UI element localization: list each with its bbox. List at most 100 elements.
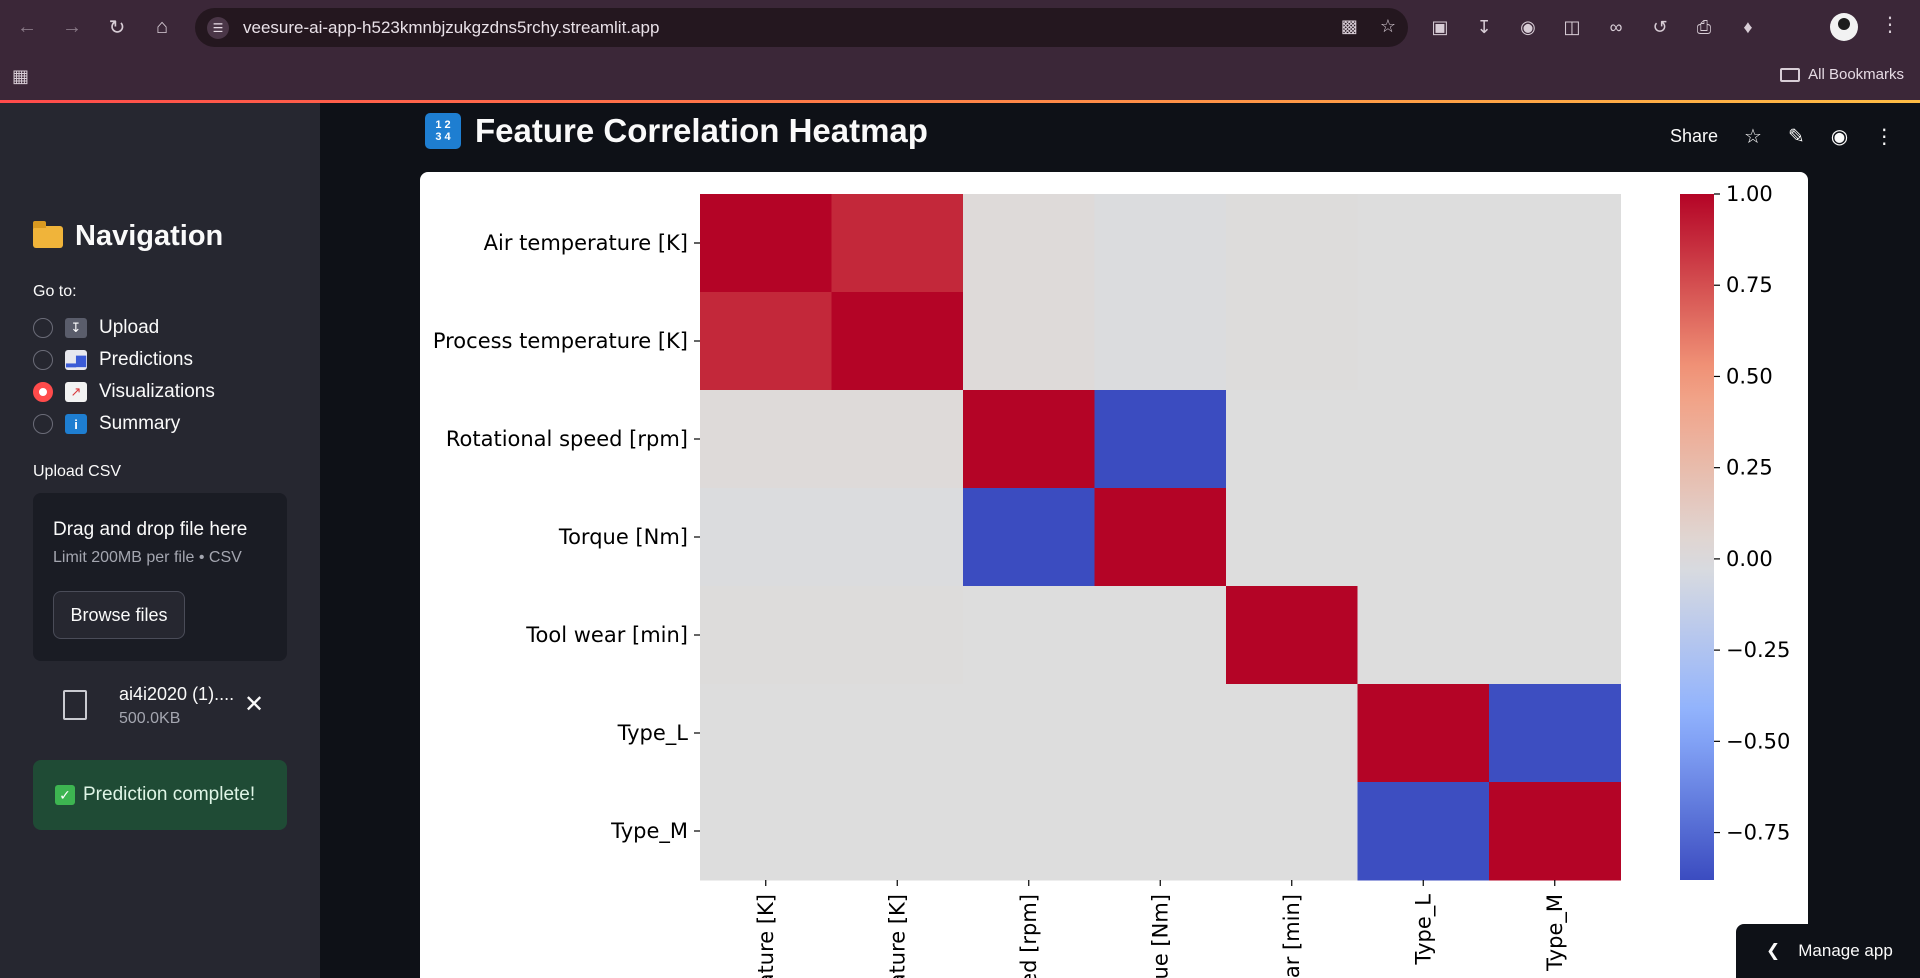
- radio-circle[interactable]: [33, 318, 53, 338]
- colorbar-tick-label: 0.00: [1726, 547, 1773, 571]
- heatmap-cell: [963, 684, 1095, 783]
- open-folder-icon: [33, 220, 63, 248]
- heatmap-cell: [1489, 390, 1621, 489]
- heatmap-cell: [700, 390, 832, 489]
- file-name: ai4i2020 (1)....: [119, 684, 235, 704]
- heatmap-cell: [1094, 586, 1227, 685]
- history-icon[interactable]: ↺: [1652, 16, 1668, 37]
- goto-label: Go to:: [33, 283, 77, 300]
- chart-increasing-icon: ↗: [65, 382, 87, 402]
- colorbar-tick-label: 0.25: [1726, 456, 1773, 480]
- site-info-icon[interactable]: ☰: [207, 16, 229, 39]
- browse-files-button[interactable]: Browse files: [53, 591, 185, 639]
- screenshot-icon[interactable]: ◉: [1520, 16, 1536, 37]
- browser-chrome: ← → ↻ ⌂ ☰ veesure-ai-app-h523kmnbjzukgzd…: [0, 0, 1920, 102]
- extensions-icon[interactable]: ▣: [1431, 16, 1449, 37]
- x-tick-label: ature [K]: [885, 894, 909, 978]
- sidebar-title: Navigation: [33, 220, 223, 253]
- radio-circle-selected[interactable]: [33, 382, 53, 402]
- heatmap-cell: [963, 390, 1095, 489]
- url-text[interactable]: veesure-ai-app-h523kmnbjzukgzdns5rchy.st…: [243, 17, 660, 37]
- heatmap-cell: [1226, 292, 1358, 391]
- heatmap-chart: Air temperature [K] Process temperature […: [433, 182, 1791, 978]
- avatar[interactable]: [1830, 13, 1858, 41]
- home-icon[interactable]: ⌂: [155, 15, 169, 38]
- inbox-tray-icon: ↧: [65, 318, 87, 338]
- reload-icon[interactable]: ↻: [108, 16, 126, 39]
- dropzone-subtitle: Limit 200MB per file • CSV: [53, 549, 242, 566]
- success-text: Prediction complete!: [83, 784, 256, 805]
- heatmap-cell: [700, 684, 832, 783]
- heatmap-cell: [700, 782, 832, 881]
- all-bookmarks-label: All Bookmarks: [1808, 66, 1904, 83]
- heatmap-cell: [700, 586, 832, 685]
- heatmap-cell: [1226, 684, 1358, 783]
- file-dropzone[interactable]: Drag and drop file here Limit 200MB per …: [33, 493, 287, 661]
- sidebar-title-text: Navigation: [75, 220, 224, 252]
- heatmap-cell: [831, 586, 964, 685]
- reading-mode-icon[interactable]: ◫: [1563, 16, 1581, 37]
- radio-option-summary[interactable]: i Summary: [33, 413, 180, 435]
- sidebar: Navigation Go to: ↧ Upload ▂▆ Prediction…: [0, 103, 320, 978]
- uploaded-file: ai4i2020 (1).... 500.0KB ✕: [33, 678, 287, 734]
- information-icon: i: [65, 414, 87, 434]
- forward-icon[interactable]: →: [62, 15, 82, 38]
- radio-option-predictions[interactable]: ▂▆ Predictions: [33, 349, 193, 371]
- x-tick-label: Type_L: [1411, 894, 1436, 966]
- colorbar-tick-label: −0.25: [1726, 638, 1790, 662]
- install-app-icon[interactable]: ▩: [1340, 16, 1358, 36]
- decoration-bar: [0, 100, 1920, 103]
- radio-circle[interactable]: [33, 414, 53, 434]
- apps-grid-icon[interactable]: ▦: [12, 66, 30, 86]
- radio-circle[interactable]: [33, 350, 53, 370]
- file-icon: [63, 690, 87, 720]
- heatmap-cell: [831, 390, 964, 489]
- all-bookmarks-button[interactable]: All Bookmarks: [1780, 66, 1904, 83]
- heatmap-cell: [700, 292, 832, 391]
- radio-option-visualizations[interactable]: ↗ Visualizations: [33, 381, 215, 403]
- edit-pencil-icon[interactable]: ✎: [1787, 126, 1805, 148]
- radio-option-upload[interactable]: ↧ Upload: [33, 317, 159, 339]
- colorbar-tick-label: 1.00: [1726, 182, 1773, 206]
- y-tick-label: Process temperature [K]: [433, 329, 688, 353]
- heatmap-cell: [1094, 194, 1227, 293]
- incognito-icon[interactable]: ♦: [1743, 16, 1753, 37]
- back-icon[interactable]: ←: [17, 15, 37, 38]
- heatmap-cell: [831, 194, 964, 293]
- remove-file-icon[interactable]: ✕: [244, 691, 265, 718]
- x-tick-label: ature [K]: [754, 894, 778, 978]
- print-icon[interactable]: ⎙: [1696, 16, 1712, 37]
- more-options-icon[interactable]: ⋮: [1874, 126, 1895, 148]
- more-menu-icon[interactable]: ⋮: [1880, 14, 1900, 36]
- github-icon[interactable]: ◉: [1830, 126, 1849, 148]
- star-icon[interactable]: ☆: [1744, 126, 1762, 148]
- share-button[interactable]: Share: [1670, 126, 1719, 146]
- heatmap-cell: [1357, 194, 1490, 293]
- bookmark-star-icon[interactable]: ☆: [1379, 16, 1396, 36]
- heatmap-cell: [963, 782, 1095, 881]
- x-tick-label: ed [rpm]: [1017, 894, 1041, 978]
- heatmap-cell: [1489, 292, 1621, 391]
- heatmap-cell: [1094, 488, 1227, 587]
- heatmap-cell: [1489, 586, 1621, 685]
- heatmap-cell: [963, 194, 1095, 293]
- heatmap-cell: [1226, 390, 1358, 489]
- colorbar-tick-label: 0.50: [1726, 364, 1773, 388]
- success-alert: ✓ Prediction complete!: [33, 760, 287, 830]
- heatmap-cell: [963, 292, 1095, 391]
- manage-app-button[interactable]: ❮ Manage app: [1736, 924, 1920, 978]
- chevron-left-icon: ❮: [1766, 941, 1781, 960]
- heatmap-cell: [831, 684, 964, 783]
- link-icon[interactable]: ∞: [1609, 16, 1623, 37]
- dropzone-title: Drag and drop file here: [53, 519, 248, 540]
- address-bar[interactable]: ☰ veesure-ai-app-h523kmnbjzukgzdns5rchy.…: [195, 8, 1408, 47]
- heatmap-cell: [1357, 488, 1490, 587]
- y-tick-label: Rotational speed [rpm]: [446, 427, 688, 451]
- download-icon[interactable]: ↧: [1476, 16, 1492, 37]
- y-tick-label: Type_L: [617, 721, 689, 746]
- heatmap-cell: [1226, 488, 1358, 587]
- heatmap-cell: [963, 586, 1095, 685]
- heatmap-cell: [1094, 782, 1227, 881]
- upload-csv-label: Upload CSV: [33, 463, 122, 480]
- folder-icon: [1780, 67, 1801, 82]
